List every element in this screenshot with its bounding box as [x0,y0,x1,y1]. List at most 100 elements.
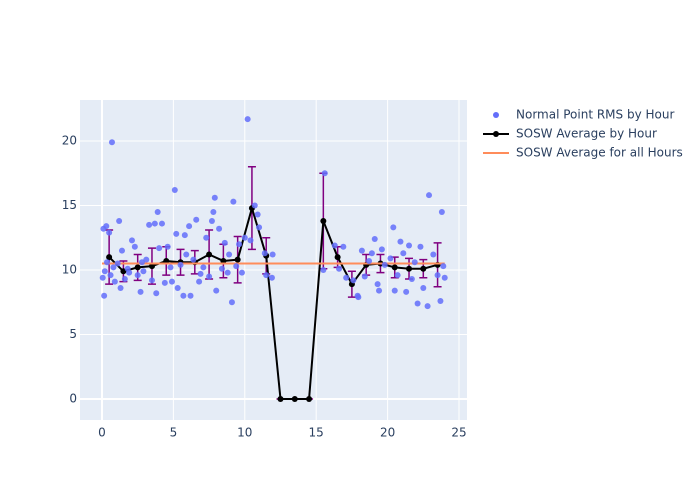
scatter-point [153,290,160,297]
scatter-point [171,187,178,194]
scatter-point [390,224,397,231]
scatter-point [441,274,448,281]
scatter-point [394,272,401,279]
scatter-point [358,247,365,254]
scatter-point [368,250,375,257]
scatter-point [107,272,114,279]
line-point [291,395,298,402]
scatter-point [233,263,240,270]
scatter-point [197,270,204,277]
scatter-point [116,217,123,224]
y-tick-label: 5 [69,327,77,341]
x-tick-label: 0 [98,426,106,440]
legend-label: SOSW Average by Hour [516,127,657,141]
scatter-point [331,242,338,249]
scatter-point [268,274,275,281]
scatter-point [131,243,138,250]
scatter-point [417,243,424,250]
scatter-point [340,243,347,250]
scatter-point [137,288,144,295]
line-point [406,265,413,272]
scatter-point [414,300,421,307]
scatter-point [146,221,153,228]
scatter-point [128,237,135,244]
line-point [277,395,284,402]
scatter-point [206,273,213,280]
line-point [206,251,213,258]
scatter-point [251,202,258,209]
scatter-point [376,287,383,294]
scatter-point [336,265,343,272]
y-tick-label: 10 [62,262,77,276]
line-point [234,256,241,263]
scatter-point [117,285,124,292]
scatter-point [161,279,168,286]
scatter-point [321,170,328,177]
scatter-point [118,247,125,254]
scatter-point [381,261,388,268]
scatter-point [228,299,235,306]
scatter-point [134,272,141,279]
line-point [148,263,155,270]
scatter-point [256,224,263,231]
scatter-point [154,208,161,215]
scatter-point [411,259,418,266]
line-point [391,264,398,271]
scatter-point [211,194,218,201]
scatter-point [174,285,181,292]
scatter-point [196,278,203,285]
line-point [220,257,227,264]
scatter-point [111,278,118,285]
scatter-point [114,260,121,267]
scatter-point [181,232,188,239]
legend-label: Normal Point RMS by Hour [516,108,674,122]
scatter-point [366,257,373,264]
scatter-point [226,251,233,258]
scatter-point [420,285,427,292]
scatter-point [177,261,184,268]
scatter-point [387,255,394,262]
scatter-point [361,273,368,280]
line-point [320,217,327,224]
y-tick-label: 0 [69,391,77,405]
scatter-point [378,246,385,253]
scatter-point [374,281,381,288]
scatter-point [371,236,378,243]
scatter-point [106,229,113,236]
scatter-point [143,256,150,263]
scatter-point [236,241,243,248]
scatter-point [238,269,245,276]
y-tick-label: 20 [62,134,77,148]
scatter-point [101,292,108,299]
scatter-point [400,250,407,257]
scatter-point [343,274,350,281]
scatter-point [216,225,223,232]
x-tick-label: 5 [170,426,178,440]
scatter-point [397,238,404,245]
scatter-point [244,116,251,123]
line-point [163,257,170,264]
scatter-point [151,220,158,227]
scatter-point [99,274,106,281]
scatter-point [103,259,110,266]
scatter-point [224,269,231,276]
scatter-point [180,292,187,299]
scatter-point [434,272,441,279]
line-point [106,254,113,261]
scatter-point [173,230,180,237]
line-point [134,264,141,271]
scatter-point [186,223,193,230]
scatter-point [403,288,410,295]
scatter-point [263,272,270,279]
marks [99,116,448,402]
scatter-point [247,237,254,244]
scatter-point [391,287,398,294]
scatter-point [424,303,431,310]
scatter-point [190,256,197,263]
scatter-point [320,266,327,273]
scatter-point [121,276,128,283]
x-tick-label: 10 [237,426,252,440]
scatter-point [230,198,237,205]
legend-symbol [493,131,499,137]
